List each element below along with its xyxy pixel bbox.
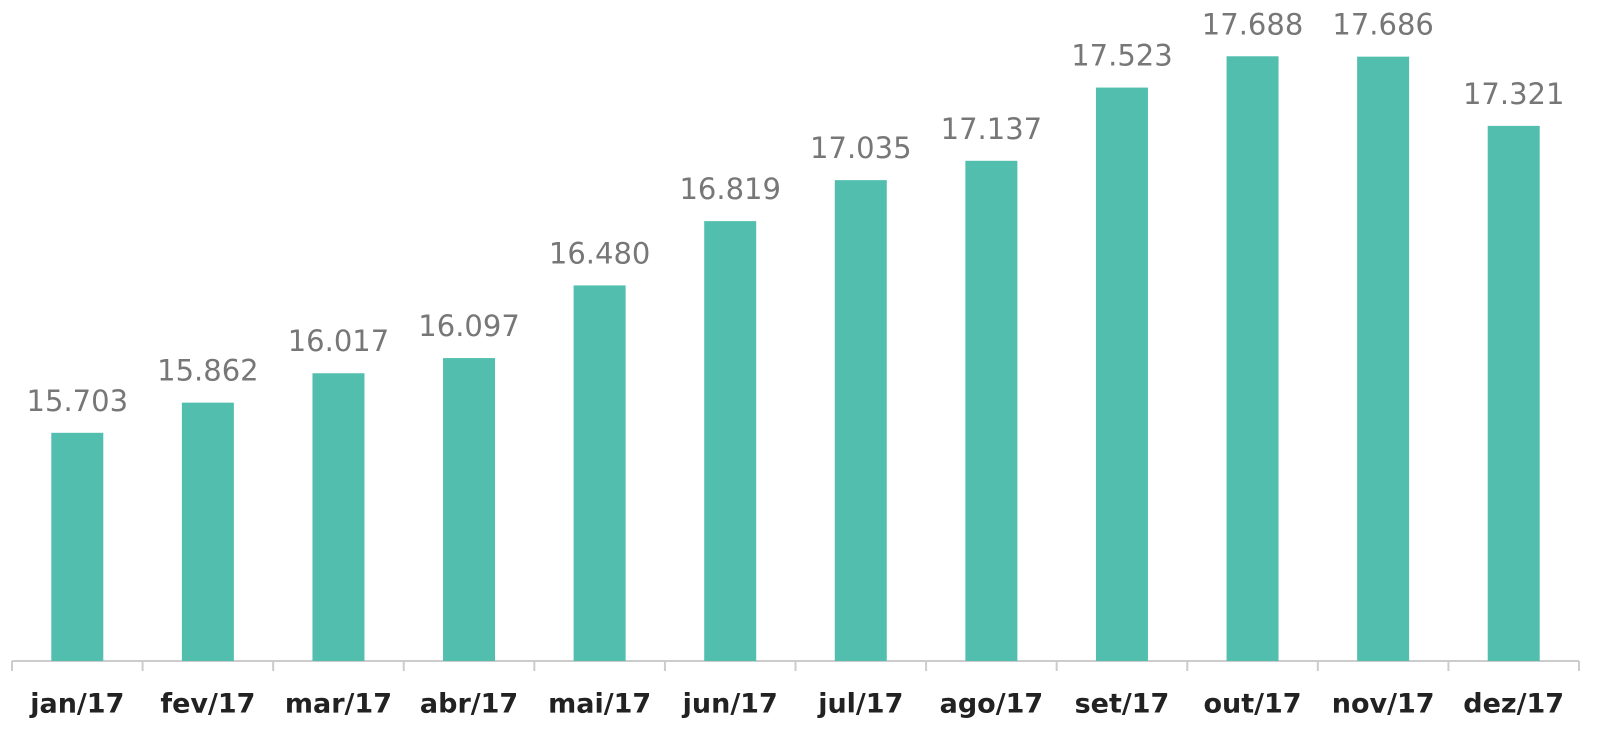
value-label: 16.017	[288, 324, 389, 358]
bar	[573, 285, 626, 661]
value-label: 17.035	[810, 131, 911, 165]
x-tick-label: jan/17	[29, 689, 124, 720]
bar	[704, 221, 757, 661]
bar	[181, 402, 234, 661]
value-label: 17.523	[1071, 39, 1172, 73]
bar	[1226, 56, 1279, 662]
bar	[443, 358, 496, 661]
x-tick-label: jun/17	[682, 689, 778, 720]
value-label: 17.686	[1332, 8, 1433, 42]
bar	[1357, 56, 1410, 661]
value-label: 15.703	[27, 384, 128, 418]
x-tick-label: fev/17	[160, 689, 255, 720]
value-label: 15.862	[157, 354, 258, 388]
value-label: 16.480	[549, 236, 650, 270]
value-label: 17.321	[1463, 77, 1564, 111]
value-label: 17.137	[941, 112, 1042, 146]
bar	[1095, 87, 1148, 661]
value-label: 16.097	[418, 309, 519, 343]
bar	[51, 432, 104, 661]
bar	[965, 160, 1018, 661]
x-tick-label: mai/17	[548, 689, 651, 720]
x-tick-label: out/17	[1203, 689, 1301, 720]
x-tick-label: jul/17	[817, 689, 903, 720]
x-tick-label: ago/17	[940, 689, 1044, 720]
value-label: 17.688	[1202, 7, 1303, 41]
bar	[834, 180, 887, 661]
x-tick-label: set/17	[1075, 689, 1170, 720]
value-label: 16.819	[679, 172, 780, 206]
bar	[1487, 125, 1540, 662]
bar	[312, 373, 365, 661]
x-tick-label: nov/17	[1332, 689, 1435, 720]
x-tick-label: abr/17	[420, 689, 518, 720]
x-tick-label: dez/17	[1463, 689, 1564, 720]
x-tick-label: mar/17	[285, 689, 392, 720]
